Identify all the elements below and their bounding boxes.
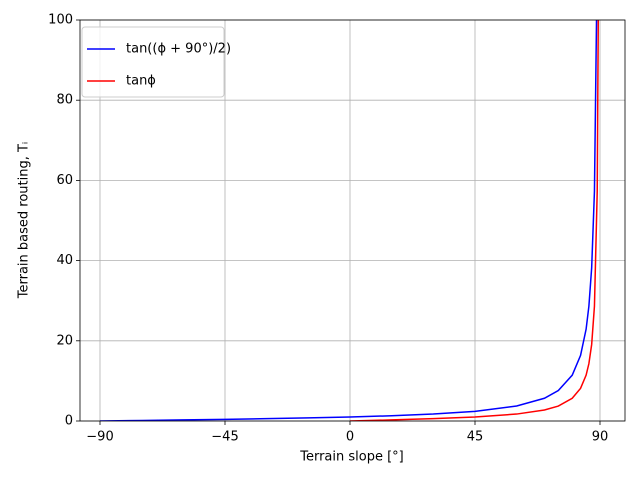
legend-label: tan((ϕ + 90°)/2) — [126, 42, 231, 57]
x-tick-label: 0 — [346, 430, 354, 445]
y-axis-label: Terrain based routing, Tᵢ — [17, 142, 32, 300]
y-tick-label: 40 — [56, 253, 73, 268]
y-tick-label: 0 — [65, 414, 73, 429]
plot-frame — [79, 19, 626, 422]
legend: tan((ϕ + 90°)/2) tanϕ — [81, 26, 231, 98]
x-axis-label: Terrain slope [°] — [299, 450, 404, 465]
x-tick-label: 90 — [592, 430, 609, 445]
y-tick-label: 60 — [56, 173, 73, 188]
x-tick-label: −90 — [86, 430, 113, 445]
legend-box — [81, 26, 225, 98]
x-tick-label: 45 — [467, 430, 484, 445]
x-tick-label: −45 — [211, 430, 238, 445]
legend-label: tanϕ — [126, 74, 156, 89]
y-tick-label: 100 — [48, 13, 73, 28]
y-tick-label: 20 — [56, 333, 73, 348]
series-line — [99, 20, 598, 421]
y-tick-label: 80 — [56, 93, 73, 108]
series-line — [349, 20, 600, 421]
